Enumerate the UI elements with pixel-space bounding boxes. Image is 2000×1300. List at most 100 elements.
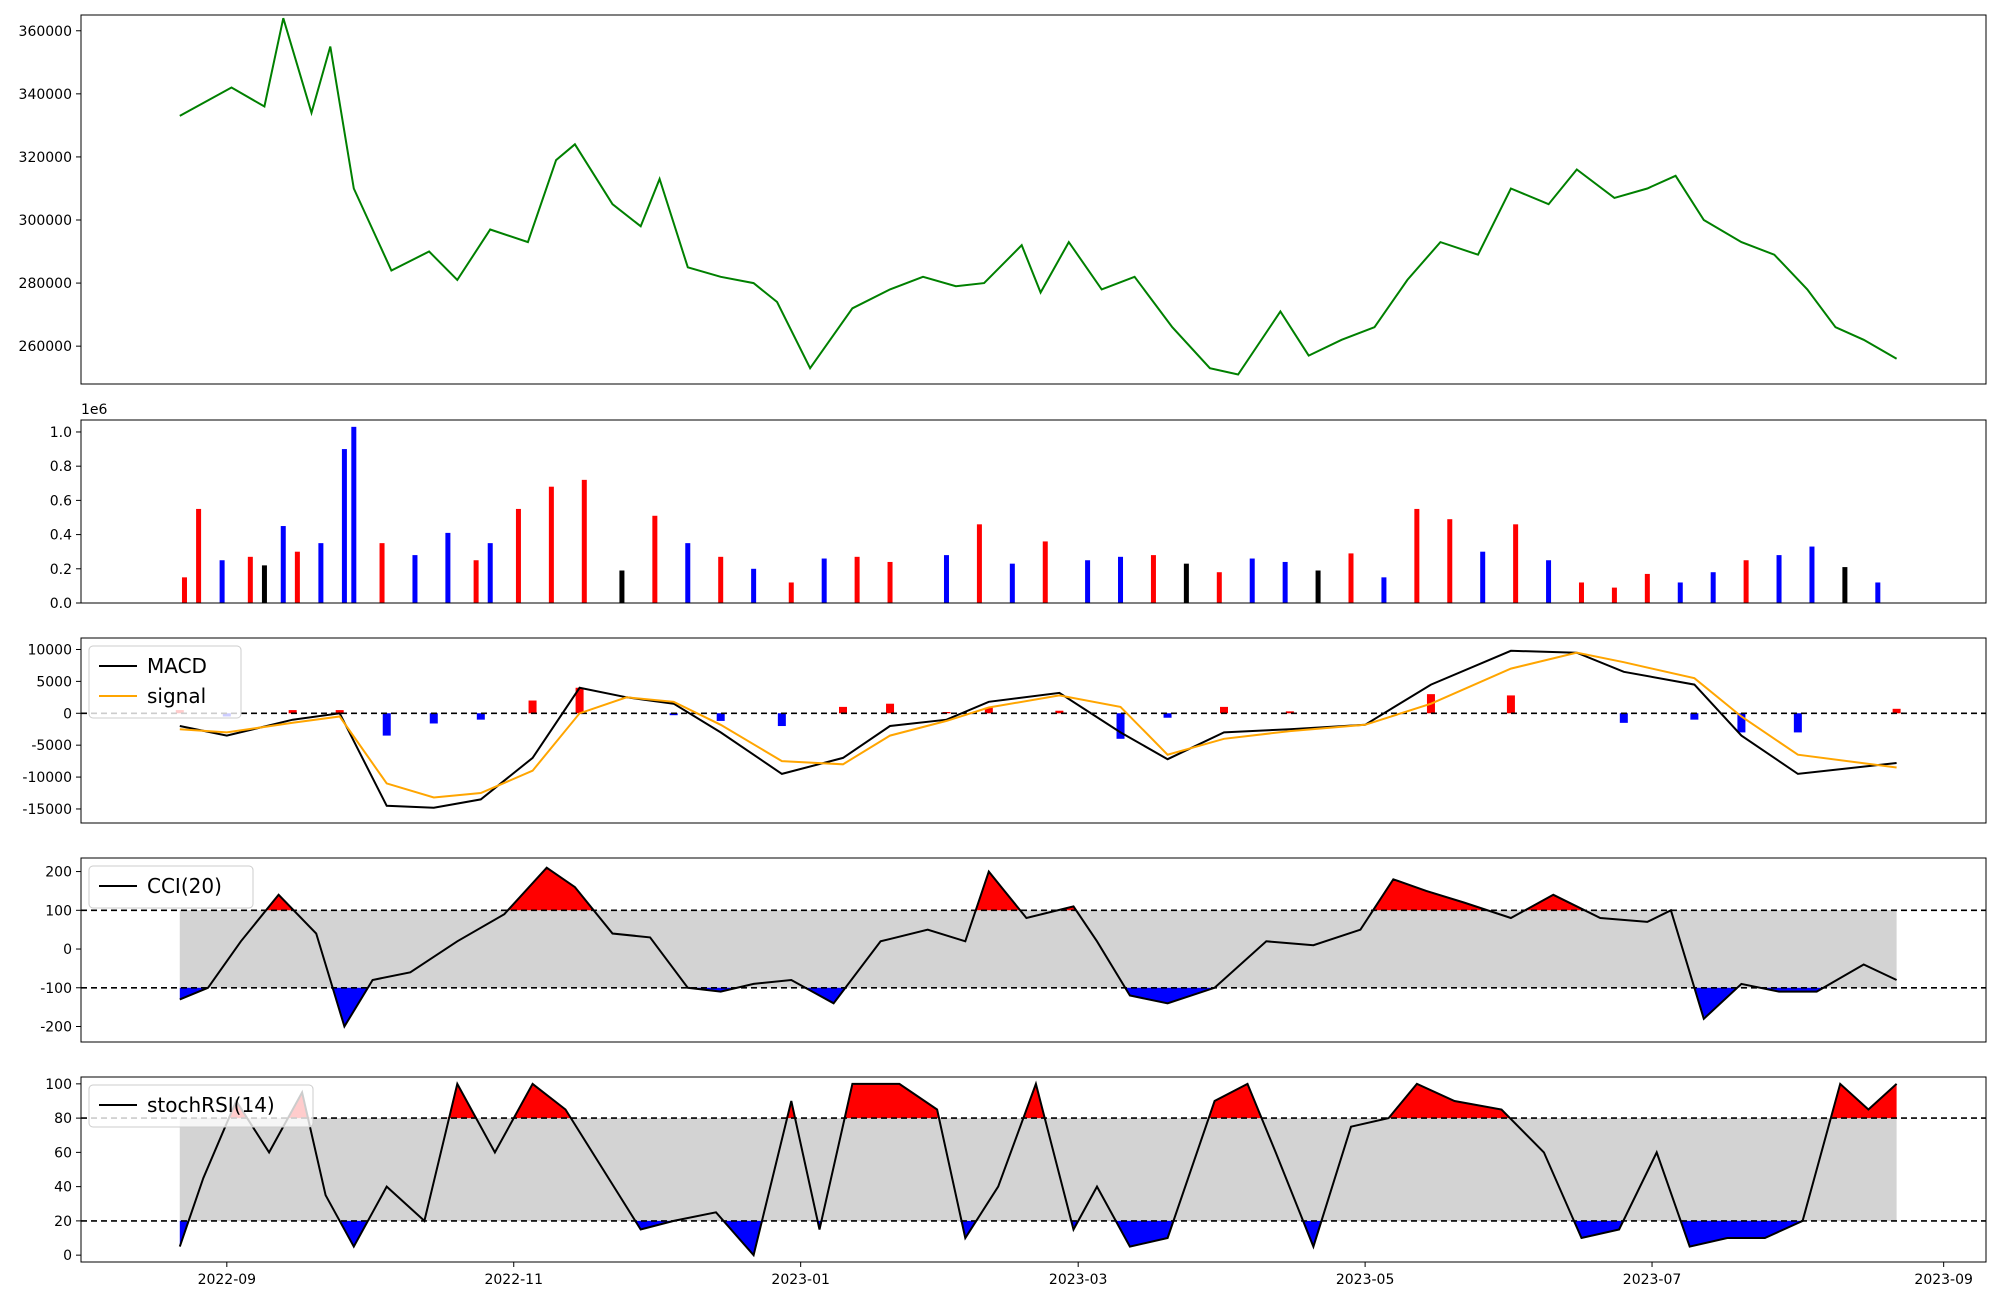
volume-bar xyxy=(718,556,724,603)
volume-background xyxy=(81,420,1986,603)
volume-bar xyxy=(1710,572,1716,603)
price-panel: 260000 280000 300000 320000 340000 360000 xyxy=(19,14,1987,385)
volume-bar xyxy=(652,515,658,603)
price-y-tick-label: 340000 xyxy=(19,87,72,103)
cci-y-tick-label: -100 xyxy=(40,981,72,997)
cci-y-tick-label: 200 xyxy=(45,865,72,881)
volume-bar xyxy=(318,543,324,603)
volume-bar xyxy=(341,449,347,603)
macd-histogram-bar xyxy=(429,713,438,724)
volume-bar xyxy=(487,543,493,603)
macd-legend-box xyxy=(88,645,242,719)
macd-y-tick-label: -10000 xyxy=(22,770,72,786)
volume-bar xyxy=(1611,587,1617,603)
volume-bar xyxy=(821,558,827,603)
volume-bar xyxy=(1842,567,1848,603)
price-background xyxy=(81,15,1986,384)
stochrsi-y-tick-label: 60 xyxy=(54,1145,72,1161)
stochrsi-y-tick-label: 80 xyxy=(54,1111,72,1127)
stochrsi-band-fill xyxy=(179,1118,1897,1221)
volume-bar xyxy=(976,524,982,603)
price-y-tick-label: 300000 xyxy=(19,213,72,229)
volume-bar xyxy=(887,561,893,603)
volume-bar xyxy=(294,551,300,603)
x-tick-label: 2022-11 xyxy=(484,1272,543,1288)
macd-histogram-bar xyxy=(1619,713,1628,723)
volume-bar xyxy=(1183,563,1189,603)
macd-y-tick-label: 10000 xyxy=(27,642,72,658)
volume-bar xyxy=(1085,560,1091,603)
macd-histogram-bar xyxy=(1690,713,1699,720)
stochrsi-y-tick-label: 100 xyxy=(45,1077,72,1093)
stochrsi-oversold-fill xyxy=(179,1220,1897,1255)
stochrsi-panel: 100 80 60 40 20 0 stochRSI(14) xyxy=(45,1076,1987,1264)
volume-bar xyxy=(548,486,554,603)
macd-legend: MACD signal xyxy=(88,645,242,719)
macd-histogram-bar xyxy=(716,713,725,721)
macd-histogram-bar xyxy=(476,713,485,720)
volume-y-tick-label: 0.4 xyxy=(50,528,72,544)
macd-histogram-bar xyxy=(839,706,847,714)
cci-band-fill xyxy=(179,910,1897,988)
volume-y-tick-label: 0.6 xyxy=(50,493,72,509)
volume-y-tick-label: 1.0 xyxy=(50,425,72,441)
volume-bar xyxy=(1381,577,1387,603)
macd-legend-label: signal xyxy=(147,684,206,708)
volume-bar xyxy=(1875,582,1881,603)
macd-histogram-bar xyxy=(1506,695,1515,714)
volume-bar xyxy=(1414,508,1420,603)
macd-histogram-bar xyxy=(1892,708,1901,714)
price-line xyxy=(179,17,1898,376)
macd-histogram-bar xyxy=(1285,711,1294,714)
volume-y-tick-label: 0.8 xyxy=(50,459,72,475)
volume-bar xyxy=(379,543,385,603)
cci-legend-label: CCI(20) xyxy=(147,874,222,898)
volume-bar xyxy=(1249,558,1255,603)
stochrsi-legend-box xyxy=(88,1084,314,1128)
volume-bar xyxy=(515,508,521,603)
x-tick-label: 2023-09 xyxy=(1914,1272,1973,1288)
volume-bar xyxy=(1009,563,1015,603)
macd-histogram-bar xyxy=(984,707,993,714)
volume-bar xyxy=(1776,555,1782,603)
cci-y-tick-label: 100 xyxy=(45,903,72,919)
volume-offset-text: 1e6 xyxy=(81,402,108,418)
stochrsi-legend-label: stochRSI(14) xyxy=(147,1093,275,1117)
volume-bar xyxy=(181,577,187,603)
volume-bar xyxy=(1578,582,1584,603)
volume-bar xyxy=(751,568,757,603)
volume-bar xyxy=(280,526,286,603)
cci-y-tick-label: -200 xyxy=(40,1020,72,1036)
cci-y-tick-label: 0 xyxy=(63,942,72,958)
volume-bar xyxy=(619,570,625,603)
macd-histogram-bar xyxy=(288,710,297,714)
x-axis: 2022-09 2022-11 2023-01 2023-03 2023-05 2023-… xyxy=(198,1262,1973,1288)
macd-y-tick-label: -5000 xyxy=(31,738,72,754)
volume-y-tick-label: 0.2 xyxy=(50,562,72,578)
macd-histogram-bar xyxy=(886,703,895,714)
volume-bar xyxy=(1644,573,1650,603)
volume-bar xyxy=(1480,551,1486,603)
volume-bar xyxy=(1546,560,1552,603)
x-tick-label: 2023-05 xyxy=(1336,1272,1395,1288)
stochrsi-y-tick-label: 40 xyxy=(54,1180,72,1196)
macd-histogram-bar xyxy=(575,687,584,714)
macd-histogram-bar xyxy=(1163,713,1172,718)
macd-background xyxy=(81,638,1986,823)
x-tick-label: 2023-03 xyxy=(1049,1272,1108,1288)
volume-bar xyxy=(854,556,860,603)
volume-bar xyxy=(261,565,267,603)
volume-bar xyxy=(445,532,451,603)
stochrsi-y-tick-label: 0 xyxy=(63,1248,72,1264)
volume-bar xyxy=(1216,572,1222,603)
volume-bar xyxy=(473,560,479,603)
volume-bar xyxy=(1447,519,1453,603)
volume-bar xyxy=(219,560,225,603)
cci-border xyxy=(80,857,1987,1043)
cci-legend: CCI(20) xyxy=(88,865,254,909)
cci-oversold-fill xyxy=(179,987,1897,1026)
macd-histogram-bar xyxy=(382,713,391,736)
volume-bar xyxy=(1743,560,1749,603)
volume-border xyxy=(80,419,1987,604)
